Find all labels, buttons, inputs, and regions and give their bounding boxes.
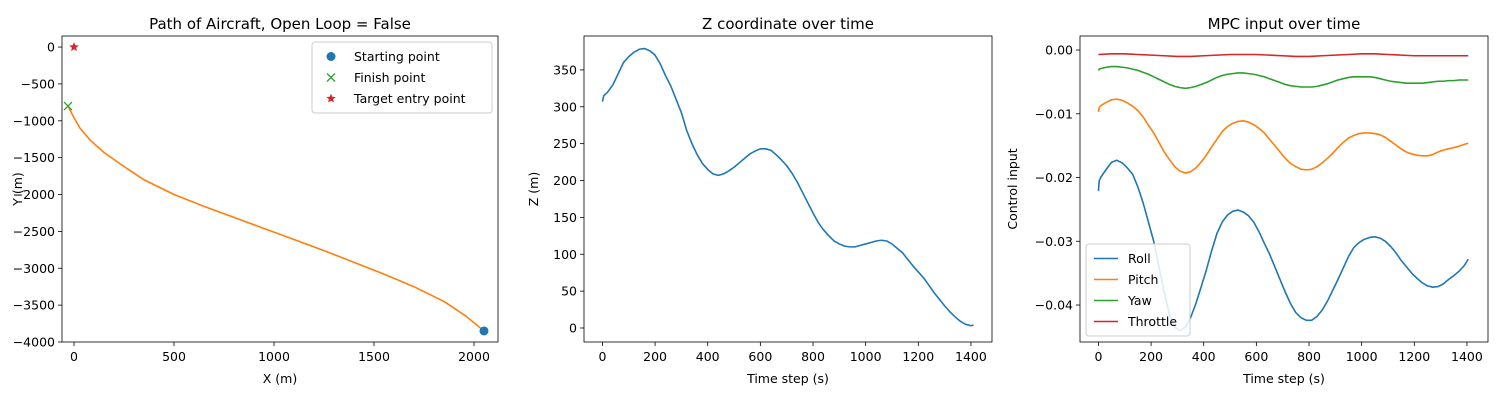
x-tick-label: 800 — [801, 349, 825, 364]
y-tick-label: −3500 — [13, 298, 55, 313]
chart-title: Path of Aircraft, Open Loop = False — [149, 15, 411, 33]
legend-box — [311, 41, 493, 114]
series-line — [1097, 98, 1469, 174]
series-target-entry-point — [69, 42, 79, 52]
legend-label: Throttle — [1127, 314, 1177, 329]
x-tick-label: 600 — [748, 349, 772, 364]
x-axis-label: Time step (s) — [1242, 371, 1325, 386]
series-line — [1097, 65, 1469, 90]
axes-frame — [1079, 35, 1489, 343]
x-tick-label: 1400 — [955, 349, 987, 364]
x-tick-label: 200 — [643, 349, 667, 364]
x-tick-label: 1200 — [1398, 349, 1430, 364]
y-tick-label: −0.03 — [1035, 234, 1073, 249]
y-tick-label: −0.01 — [1035, 106, 1073, 121]
x-tick-label: 600 — [1244, 349, 1268, 364]
y-tick-label: 200 — [553, 173, 577, 188]
y-tick-label: −2500 — [13, 224, 55, 239]
y-tick-label: 0.00 — [1045, 43, 1073, 58]
legend-marker — [326, 52, 336, 61]
x-tick-label: 1400 — [1451, 349, 1483, 364]
legend-label: Target entry point — [353, 91, 466, 106]
y-tick-label: −1500 — [13, 150, 55, 165]
series-starting-point — [479, 326, 489, 336]
y-tick-label: 150 — [553, 210, 577, 225]
y-tick-label: −1000 — [13, 113, 55, 128]
x-tick-label: 400 — [1192, 349, 1216, 364]
series-roll — [1097, 159, 1469, 332]
x-axis-label: X (m) — [263, 371, 297, 386]
series-pitch — [1097, 98, 1469, 174]
legend-marker — [326, 93, 336, 103]
x-tick-label: 0 — [1094, 349, 1102, 364]
legend-marker — [326, 73, 336, 82]
x-tick-label: 200 — [1139, 349, 1163, 364]
legend-label: Pitch — [1128, 272, 1158, 287]
series-throttle — [1098, 53, 1469, 58]
x-tick-label: 2000 — [458, 349, 490, 364]
legend: Starting point Finish point Target entry p… — [311, 41, 493, 114]
x-axis-label: Time step (s) — [746, 371, 829, 386]
x-tick-label: 0 — [70, 349, 78, 364]
y-axis-label: Z (m) — [526, 172, 541, 206]
series-yaw — [1097, 65, 1469, 90]
series-path — [601, 47, 974, 327]
y-axis-label: Control input — [1005, 148, 1020, 229]
chart-2: Z coordinate over time Time step (s) Z (m)… — [526, 15, 993, 386]
legend: Roll Pitch Yaw Throttle — [1085, 243, 1191, 337]
legend-label: Finish point — [354, 70, 426, 85]
data-point — [69, 42, 79, 52]
series-line — [601, 47, 974, 327]
legend-label: Starting point — [354, 49, 440, 64]
chart-title: Z coordinate over time — [702, 15, 874, 33]
y-tick-label: 100 — [553, 247, 577, 262]
series-line — [1097, 159, 1469, 332]
y-tick-label: −2000 — [13, 187, 55, 202]
x-tick-label: 1000 — [850, 349, 882, 364]
y-tick-label: 50 — [561, 284, 577, 299]
y-tick-label: −0.02 — [1035, 170, 1073, 185]
y-tick-label: 250 — [553, 136, 577, 151]
y-tick-label: −500 — [21, 76, 55, 91]
axes-frame — [61, 35, 499, 343]
y-tick-label: 0 — [47, 40, 55, 55]
y-tick-label: 0 — [569, 320, 577, 335]
data-point — [479, 326, 489, 336]
series-line — [1098, 53, 1469, 58]
x-tick-label: 400 — [696, 349, 720, 364]
legend-label: Yaw — [1127, 293, 1152, 308]
x-tick-label: 1000 — [258, 349, 290, 364]
y-tick-label: −4000 — [13, 335, 55, 350]
legend-box — [1085, 243, 1191, 337]
x-tick-label: 1500 — [358, 349, 390, 364]
chart-1: Path of Aircraft, Open Loop = False X (m)… — [10, 15, 499, 386]
x-tick-label: 1200 — [902, 349, 934, 364]
chart-title: MPC input over time — [1208, 15, 1361, 33]
series-line — [67, 105, 485, 332]
legend-label: Roll — [1128, 251, 1151, 266]
series-finish-point — [63, 101, 73, 111]
x-tick-label: 800 — [1297, 349, 1321, 364]
y-tick-label: 350 — [553, 62, 577, 77]
y-tick-label: −0.04 — [1035, 298, 1073, 313]
series-path — [67, 105, 485, 332]
x-tick-label: 500 — [162, 349, 186, 364]
y-tick-label: 300 — [553, 99, 577, 114]
data-point — [63, 101, 73, 111]
x-tick-label: 0 — [598, 349, 606, 364]
y-tick-label: −3000 — [13, 261, 55, 276]
axes-frame — [583, 35, 993, 343]
x-tick-label: 1000 — [1346, 349, 1378, 364]
y-axis-label: Y (m) — [10, 172, 25, 207]
chart-3: MPC input over time Time step (s) Control … — [1005, 15, 1489, 386]
